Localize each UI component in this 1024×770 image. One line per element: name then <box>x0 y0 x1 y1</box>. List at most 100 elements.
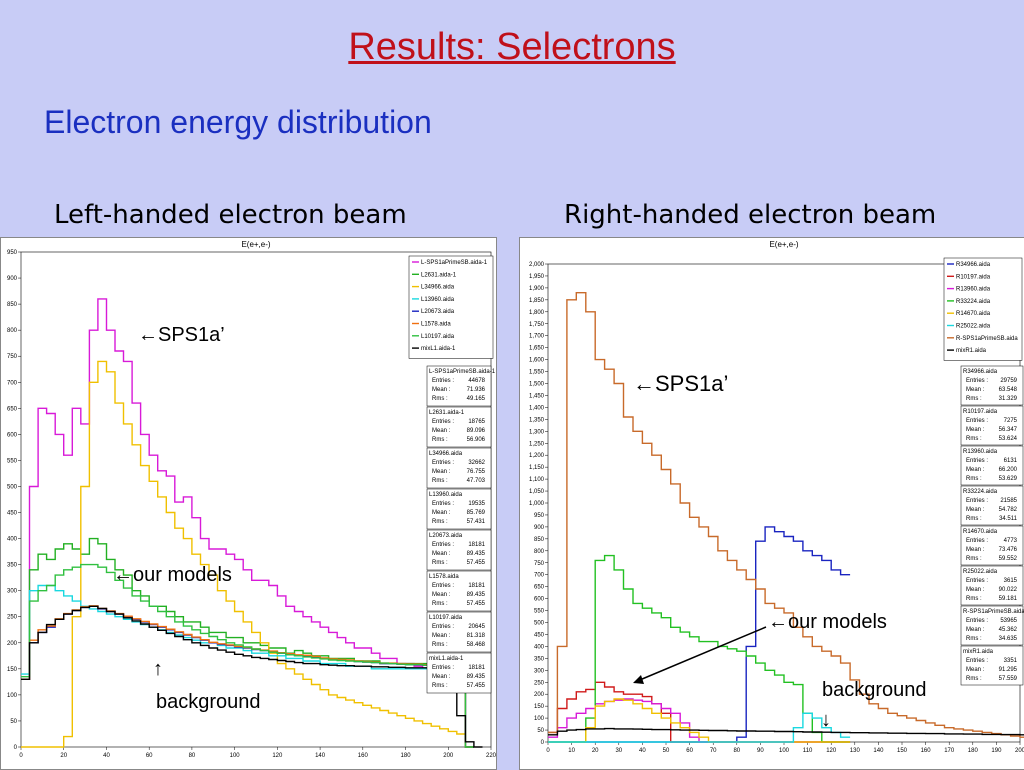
series-line-5 <box>548 712 851 743</box>
stats-key: Entries : <box>966 578 988 584</box>
stats-value: 89.435 <box>467 592 486 598</box>
left-histogram: E(e+,e-) 0 20 40 60 80 100 120 140 160 180 200 220 0 5… <box>7 240 496 759</box>
stats-boxes: L-SPS1aPrimeSB.aida-1 Entries : 44678 Mean … <box>426 365 496 694</box>
stats-value: 32662 <box>468 460 485 466</box>
y-tick-label: 900 <box>534 525 545 531</box>
stats-value: 85.769 <box>467 510 486 516</box>
stats-key: Rms : <box>966 596 982 602</box>
annotation-sps1a: ←SPS1a’ <box>138 324 225 346</box>
legend-label: mixL1.aida-1 <box>421 346 456 352</box>
x-tick-label: 40 <box>103 753 110 759</box>
stats-name: mixL1.aida-1 <box>429 656 464 662</box>
stats-name: L20673.aida <box>429 533 463 539</box>
stats-key: Mean : <box>966 467 985 473</box>
stats-value: 57.431 <box>467 519 486 525</box>
slide-subtitle: Electron energy distribution <box>44 104 432 140</box>
stats-key: Rms : <box>966 636 982 642</box>
stats-value: 31.329 <box>999 396 1018 402</box>
x-tick-label: 80 <box>189 753 196 759</box>
stats-key: Mean : <box>432 592 451 598</box>
x-tick-label: 190 <box>991 748 1002 754</box>
stats-name: L10197.aida <box>429 615 463 621</box>
stats-value: 44678 <box>468 378 485 384</box>
y-tick-label: 700 <box>7 380 18 386</box>
stats-value: 56.906 <box>467 437 486 443</box>
stats-key: Entries : <box>432 419 454 425</box>
stats-box <box>960 365 1024 406</box>
y-tick-label: 600 <box>534 597 545 603</box>
stats-key: Rms : <box>432 601 448 607</box>
y-tick-label: 200 <box>7 641 18 647</box>
stats-value: 21585 <box>1000 498 1017 504</box>
stats-box <box>426 406 492 448</box>
stats-key: Mean : <box>966 627 985 633</box>
stats-key: Mean : <box>966 547 985 553</box>
legend-label: L20673.aida <box>421 309 455 315</box>
x-tick-label: 120 <box>272 753 283 759</box>
legend-label: L2631.aida-1 <box>421 272 457 278</box>
stats-key: Mean : <box>966 587 985 593</box>
stats-box <box>426 611 492 653</box>
stats-value: 3615 <box>1004 578 1018 584</box>
legend: L-SPS1aPrimeSB.aida-1 L2631.aida-1 L34966.… <box>408 255 494 359</box>
x-tick-label: 40 <box>639 748 646 754</box>
stats-value: 56.347 <box>999 427 1018 433</box>
y-tick-label: 100 <box>7 693 18 699</box>
stats-boxes: R34966.aida Entries : 29759 Mean : 63.548 Rms… <box>960 365 1024 686</box>
stats-name: L1578.aida <box>429 574 459 580</box>
x-tick-label: 70 <box>710 748 717 754</box>
series-line-3 <box>21 584 474 748</box>
stats-value: 89.096 <box>467 428 486 434</box>
series-line-5 <box>21 605 474 748</box>
stats-key: Rms : <box>966 676 982 682</box>
stats-name: R34966.aida <box>963 369 998 375</box>
series-line-4 <box>548 698 851 743</box>
stats-name: R-SPS1aPrimeSB.aida <box>963 609 1024 615</box>
legend-label: L34966.aida <box>421 285 455 291</box>
annotation-background: background <box>822 679 927 701</box>
stats-key: Entries : <box>432 624 454 630</box>
legend-box <box>943 257 1023 361</box>
y-tick-label: 1,550 <box>529 370 545 376</box>
stats-box <box>960 525 1024 566</box>
y-tick-label: 50 <box>10 719 17 725</box>
stats-key: Rms : <box>966 476 982 482</box>
stats-key: Entries : <box>432 501 454 507</box>
y-tick-label: 500 <box>7 484 18 490</box>
x-tick-label: 120 <box>826 748 837 754</box>
y-tick-label: 1,350 <box>529 417 545 423</box>
stats-value: 59.552 <box>999 556 1018 562</box>
stats-key: Entries : <box>966 458 988 464</box>
x-tick-label: 100 <box>779 748 790 754</box>
annotation-bg-arrow: ↓ <box>821 709 831 731</box>
y-tick-label: 400 <box>7 537 18 543</box>
y-tick-label: 150 <box>534 704 545 710</box>
stats-box <box>960 605 1024 646</box>
right-histogram: E(e+,e-) 0 10 20 30 40 50 60 70 80 90 100 110 120 130 1… <box>529 240 1024 754</box>
stats-value: 59.181 <box>999 596 1018 602</box>
legend-label: R13960.aida <box>956 287 991 293</box>
stats-value: 53.629 <box>999 476 1018 482</box>
our-models-pointer <box>634 626 767 683</box>
stats-key: Entries : <box>432 460 454 466</box>
caption-left: Left-handed electron beam <box>54 200 407 230</box>
stats-value: 53965 <box>1000 618 1017 624</box>
y-tick-label: 1,200 <box>529 453 545 459</box>
stats-name: R13960.aida <box>963 449 998 455</box>
chart-title: E(e+,e-) <box>241 240 270 249</box>
stats-key: Mean : <box>432 469 451 475</box>
stats-value: 6131 <box>1004 458 1018 464</box>
stats-key: Entries : <box>966 378 988 384</box>
stats-value: 18765 <box>468 419 485 425</box>
stats-value: 89.435 <box>467 551 486 557</box>
y-tick-label: 550 <box>534 609 545 615</box>
stats-value: 90.022 <box>999 587 1018 593</box>
stats-key: Mean : <box>966 507 985 513</box>
stats-key: Entries : <box>432 665 454 671</box>
stats-value: 54.782 <box>999 507 1018 513</box>
legend-label: R33224.aida <box>956 299 991 305</box>
stats-key: Rms : <box>432 519 448 525</box>
stats-box <box>960 485 1024 526</box>
stats-name: L13960.aida <box>429 492 463 498</box>
x-tick-label: 20 <box>592 748 599 754</box>
